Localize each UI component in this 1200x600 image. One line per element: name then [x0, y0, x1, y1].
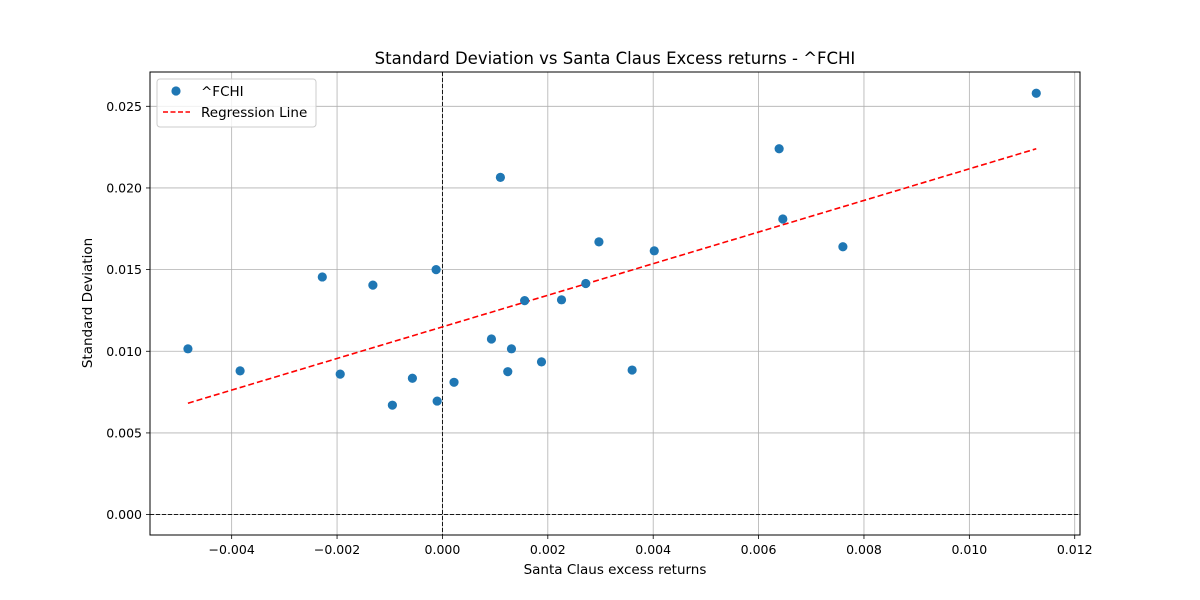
data-point [387, 400, 397, 410]
data-point [407, 373, 418, 383]
data-point [183, 344, 193, 354]
y-axis-ticks: 0.000 0.005 0.010 0.015 0.020 0.025 [106, 99, 150, 522]
data-point [581, 278, 591, 289]
x-axis-ticks: −0.004 −0.002 0.000 0.002 0.004 0.006 0.008 0.0… [209, 535, 1093, 557]
data-point [486, 334, 497, 344]
data-point [449, 377, 459, 387]
data-point [503, 367, 513, 377]
data-point [556, 295, 567, 305]
data-point [627, 365, 637, 375]
y-tick-label: 0.025 [106, 99, 142, 114]
data-point [649, 246, 659, 256]
data-point [774, 144, 784, 154]
legend: ^FCHI Regression Line [156, 78, 317, 128]
plot-frame [149, 71, 1081, 536]
x-tick-label: 0.002 [530, 542, 566, 557]
x-tick-label: −0.004 [209, 542, 255, 557]
y-tick-label: 0.020 [106, 180, 142, 195]
y-tick-label: 0.005 [106, 425, 142, 440]
data-point [536, 357, 547, 367]
x-tick-label: 0.012 [1057, 542, 1093, 557]
data-point [317, 272, 327, 282]
data-point [520, 296, 530, 306]
regression-line-layer [187, 147, 1037, 404]
x-tick-label: 0.006 [741, 542, 777, 557]
data-point [235, 366, 245, 376]
x-axis-label: Santa Claus excess returns [524, 562, 707, 578]
x-tick-label: 0.004 [635, 542, 671, 557]
data-point [431, 265, 441, 275]
regression-line [187, 147, 1037, 404]
x-tick-label: 0.008 [846, 542, 882, 557]
chart-title: Standard Deviation vs Santa Claus Excess… [375, 49, 856, 68]
data-point [594, 237, 604, 247]
data-point [368, 280, 378, 290]
y-tick-label: 0.000 [106, 507, 142, 522]
data-point [778, 214, 788, 224]
data-point [1031, 88, 1041, 98]
y-tick-label: 0.015 [106, 262, 142, 277]
plot-area [149, 71, 1081, 536]
x-tick-label: 0.000 [425, 542, 461, 557]
legend-label-regression: Regression Line [201, 105, 307, 121]
legend-label-scatter: ^FCHI [201, 84, 244, 100]
data-point [838, 242, 848, 252]
scatter-points-layer [183, 88, 1041, 410]
data-point [335, 369, 345, 379]
y-tick-label: 0.010 [106, 344, 142, 359]
y-axis-label: Standard Deviation [80, 238, 96, 368]
legend-marker-scatter [171, 86, 181, 96]
data-point [495, 172, 505, 182]
x-tick-label: −0.002 [314, 542, 360, 557]
x-tick-label: 0.010 [951, 542, 987, 557]
reference-lines [150, 72, 1080, 535]
data-point [506, 344, 517, 354]
data-point [432, 396, 442, 406]
legend-box [156, 78, 317, 128]
